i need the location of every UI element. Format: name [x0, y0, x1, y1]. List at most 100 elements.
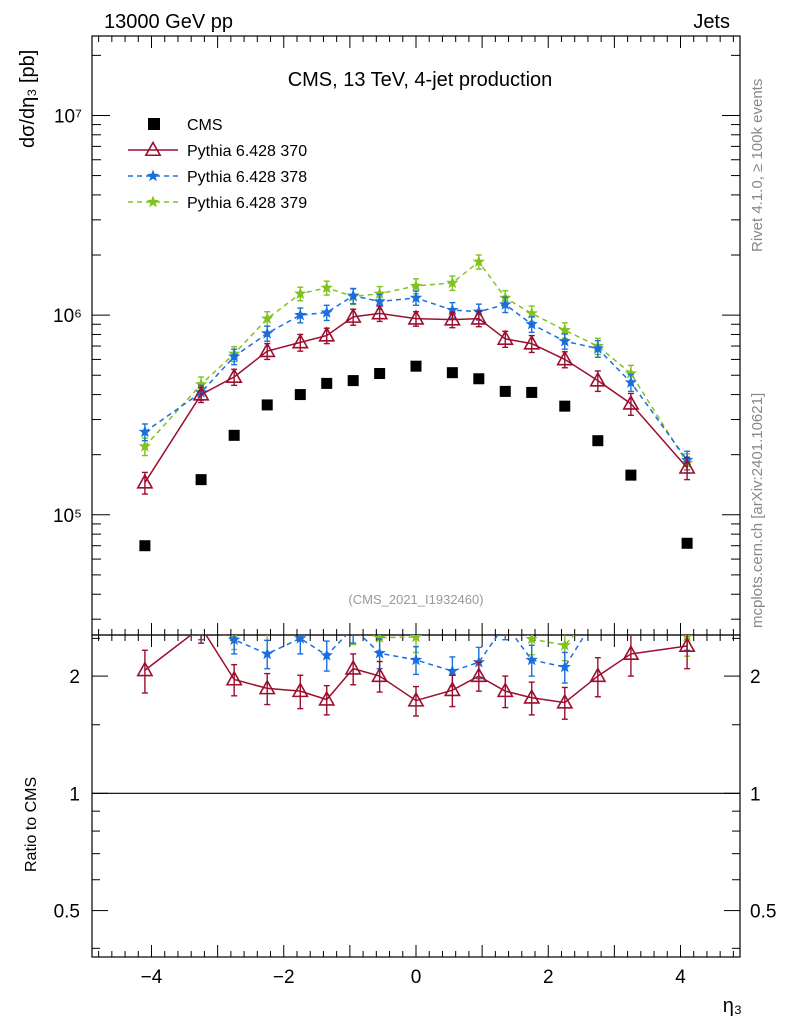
point-cms — [473, 373, 485, 385]
point-pythia-6-428-370 — [496, 329, 514, 345]
legend-item-pythia-6-428-370: Pythia 6.428 370 — [128, 140, 307, 160]
ratio-point-pythia-6-428-370 — [225, 670, 243, 686]
ratio-point-pythia-6-428-370 — [136, 661, 154, 677]
legend-label: Pythia 6.428 379 — [187, 195, 307, 212]
point-pythia-6-428-379 — [320, 281, 333, 294]
point-cms — [526, 386, 538, 398]
point-pythia-6-428-370 — [192, 385, 210, 401]
point-pythia-6-428-370 — [470, 309, 488, 325]
point-pythia-6-428-379 — [472, 255, 485, 268]
point-pythia-6-428-379 — [373, 287, 386, 299]
legend-marker — [146, 169, 160, 182]
y-tick-label-main: 10⁵ — [53, 506, 82, 527]
x-tick-label: 4 — [675, 967, 686, 988]
point-pythia-6-428-370 — [371, 304, 389, 320]
point-cms — [261, 399, 273, 411]
ratio-point-pythia-6-428-378 — [499, 618, 511, 630]
ratio-point-pythia-6-428-379 — [409, 635, 423, 643]
point-pythia-6-428-370 — [443, 310, 461, 326]
series-line-pythia-6-428-370 — [144, 312, 688, 483]
y-tick-label-ratio: 0.5 — [54, 902, 80, 923]
legend-item-cms: CMS — [148, 117, 223, 134]
point-pythia-6-428-378 — [373, 295, 386, 307]
header-right: Jets — [693, 11, 730, 33]
point-pythia-6-428-378 — [525, 317, 538, 330]
legend-marker — [146, 195, 160, 208]
legend-marker — [144, 140, 162, 157]
point-pythia-6-428-378 — [591, 342, 605, 354]
header-left: 13000 GeV pp — [104, 11, 233, 33]
ratio-point-pythia-6-428-370 — [407, 691, 425, 707]
ratio-point-pythia-6-428-379 — [592, 602, 604, 614]
point-pythia-6-428-379 — [294, 287, 307, 299]
ratio-point-pythia-6-428-378 — [446, 664, 459, 677]
point-cms — [294, 389, 306, 401]
ratio-point-pythia-6-428-378 — [683, 635, 691, 637]
x-tick-label: −4 — [141, 967, 163, 988]
chart-title: CMS, 13 TeV, 4-jet production — [288, 69, 553, 91]
legend-label: Pythia 6.428 370 — [187, 143, 307, 160]
point-pythia-6-428-370 — [589, 371, 607, 387]
ratio-point-pythia-6-428-378 — [558, 660, 571, 673]
ratio-point-pythia-6-428-379 — [625, 589, 637, 601]
point-cms — [446, 367, 458, 379]
ratio-point-pythia-6-428-379 — [261, 619, 273, 631]
analysis-id: (CMS_2021_I1932460) — [348, 592, 483, 607]
ratio-point-pythia-6-428-378 — [592, 607, 604, 619]
ratio-point-pythia-6-428-379 — [321, 600, 333, 612]
point-pythia-6-428-370 — [291, 333, 309, 349]
y-axis-label-main: dσ/dη₃ [pb] — [17, 50, 39, 148]
y-tick-label-ratio: 1 — [69, 784, 80, 805]
x-axis-label: η₃ — [723, 995, 742, 1017]
point-pythia-6-428-379 — [261, 312, 274, 324]
point-pythia-6-428-370 — [678, 458, 696, 474]
point-pythia-6-428-378 — [624, 375, 638, 388]
ratio-point-pythia-6-428-370 — [344, 659, 362, 675]
point-pythia-6-428-370 — [136, 473, 154, 489]
point-pythia-6-428-370 — [407, 309, 425, 325]
point-pythia-6-428-378 — [261, 326, 274, 339]
point-cms — [410, 360, 422, 372]
ratio-point-pythia-6-428-378 — [409, 653, 423, 666]
ratio-point-pythia-6-428-370 — [556, 693, 574, 709]
point-pythia-6-428-378 — [499, 298, 512, 310]
ratio-point-pythia-6-428-370 — [496, 681, 514, 698]
point-cms — [139, 540, 151, 552]
ratio-point-pythia-6-428-379 — [446, 611, 458, 623]
point-cms — [347, 375, 359, 387]
ratio-point-pythia-6-428-378 — [320, 648, 333, 661]
side-mcplots-label: mcplots.cern.ch [arXiv:2401.10621] — [749, 393, 766, 628]
ratio-line-pythia-6-428-378 — [222, 635, 586, 672]
legend-label: Pythia 6.428 378 — [187, 169, 307, 186]
ratio-point-pythia-6-428-379 — [139, 593, 151, 605]
ratio-point-pythia-6-428-370 — [470, 666, 488, 683]
ratio-point-pythia-6-428-370 — [443, 681, 461, 697]
point-pythia-6-428-379 — [558, 323, 571, 336]
ratio-plot-frame — [91, 634, 741, 958]
ratio-point-pythia-6-428-378 — [195, 617, 207, 629]
point-pythia-6-428-370 — [225, 367, 243, 384]
point-pythia-6-428-379 — [194, 377, 208, 390]
point-pythia-6-428-379 — [525, 306, 538, 319]
y-tick-label-main: 10⁶ — [53, 306, 82, 327]
x-tick-label: 0 — [411, 967, 422, 988]
ratio-point-pythia-6-428-379 — [499, 604, 511, 616]
point-pythia-6-428-378 — [409, 291, 423, 304]
point-pythia-6-428-378 — [138, 425, 152, 438]
point-pythia-6-428-370 — [344, 307, 362, 323]
ratio-point-pythia-6-428-379 — [558, 638, 571, 651]
point-pythia-6-428-370 — [318, 326, 336, 342]
side-rivet-label: Rivet 4.1.0, ≥ 100k events — [749, 79, 766, 252]
point-cms — [592, 435, 604, 447]
point-cms — [374, 368, 386, 380]
ratio-point-pythia-6-428-379 — [195, 601, 207, 613]
point-pythia-6-428-378 — [347, 289, 360, 302]
ratio-point-pythia-6-428-379 — [347, 623, 359, 635]
point-pythia-6-428-370 — [523, 334, 541, 350]
point-pythia-6-428-378 — [446, 303, 459, 316]
point-pythia-6-428-378 — [294, 308, 307, 321]
legend-item-pythia-6-428-378: Pythia 6.428 378 — [128, 169, 307, 186]
ratio-point-pythia-6-428-370 — [589, 666, 607, 683]
y-tick-label-main: 10⁷ — [54, 106, 82, 127]
